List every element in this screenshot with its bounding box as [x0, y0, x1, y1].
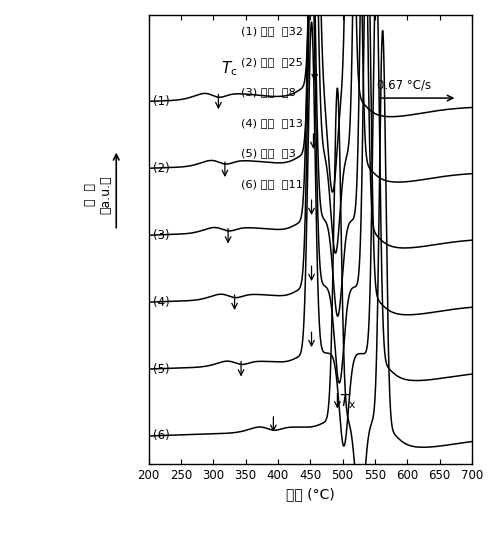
Text: (6) 对比  例11: (6) 对比 例11 — [241, 179, 303, 189]
Text: (1) 实施  例32: (1) 实施 例32 — [241, 26, 303, 36]
Text: (3): (3) — [153, 229, 170, 242]
Text: (4): (4) — [153, 296, 170, 309]
Text: (1): (1) — [153, 95, 170, 108]
Text: (4) 实施  例13: (4) 实施 例13 — [241, 118, 303, 128]
Text: 放  热
（a.u.）: 放 热 （a.u.） — [85, 175, 113, 214]
Text: 0.67 °C/s: 0.67 °C/s — [376, 78, 431, 91]
Text: (2) 实施  例25: (2) 实施 例25 — [241, 57, 303, 67]
Text: $T_{\rm x}$: $T_{\rm x}$ — [339, 393, 357, 412]
Text: (2): (2) — [153, 162, 170, 175]
Text: (6): (6) — [153, 429, 170, 442]
X-axis label: 温度 (°C): 温度 (°C) — [286, 487, 335, 501]
Text: $T_{\rm c}$: $T_{\rm c}$ — [221, 59, 238, 77]
Text: (5): (5) — [153, 363, 170, 376]
Text: (5) 对比  例3: (5) 对比 例3 — [241, 148, 296, 158]
Text: (3) 实施  例8: (3) 实施 例8 — [241, 87, 296, 97]
